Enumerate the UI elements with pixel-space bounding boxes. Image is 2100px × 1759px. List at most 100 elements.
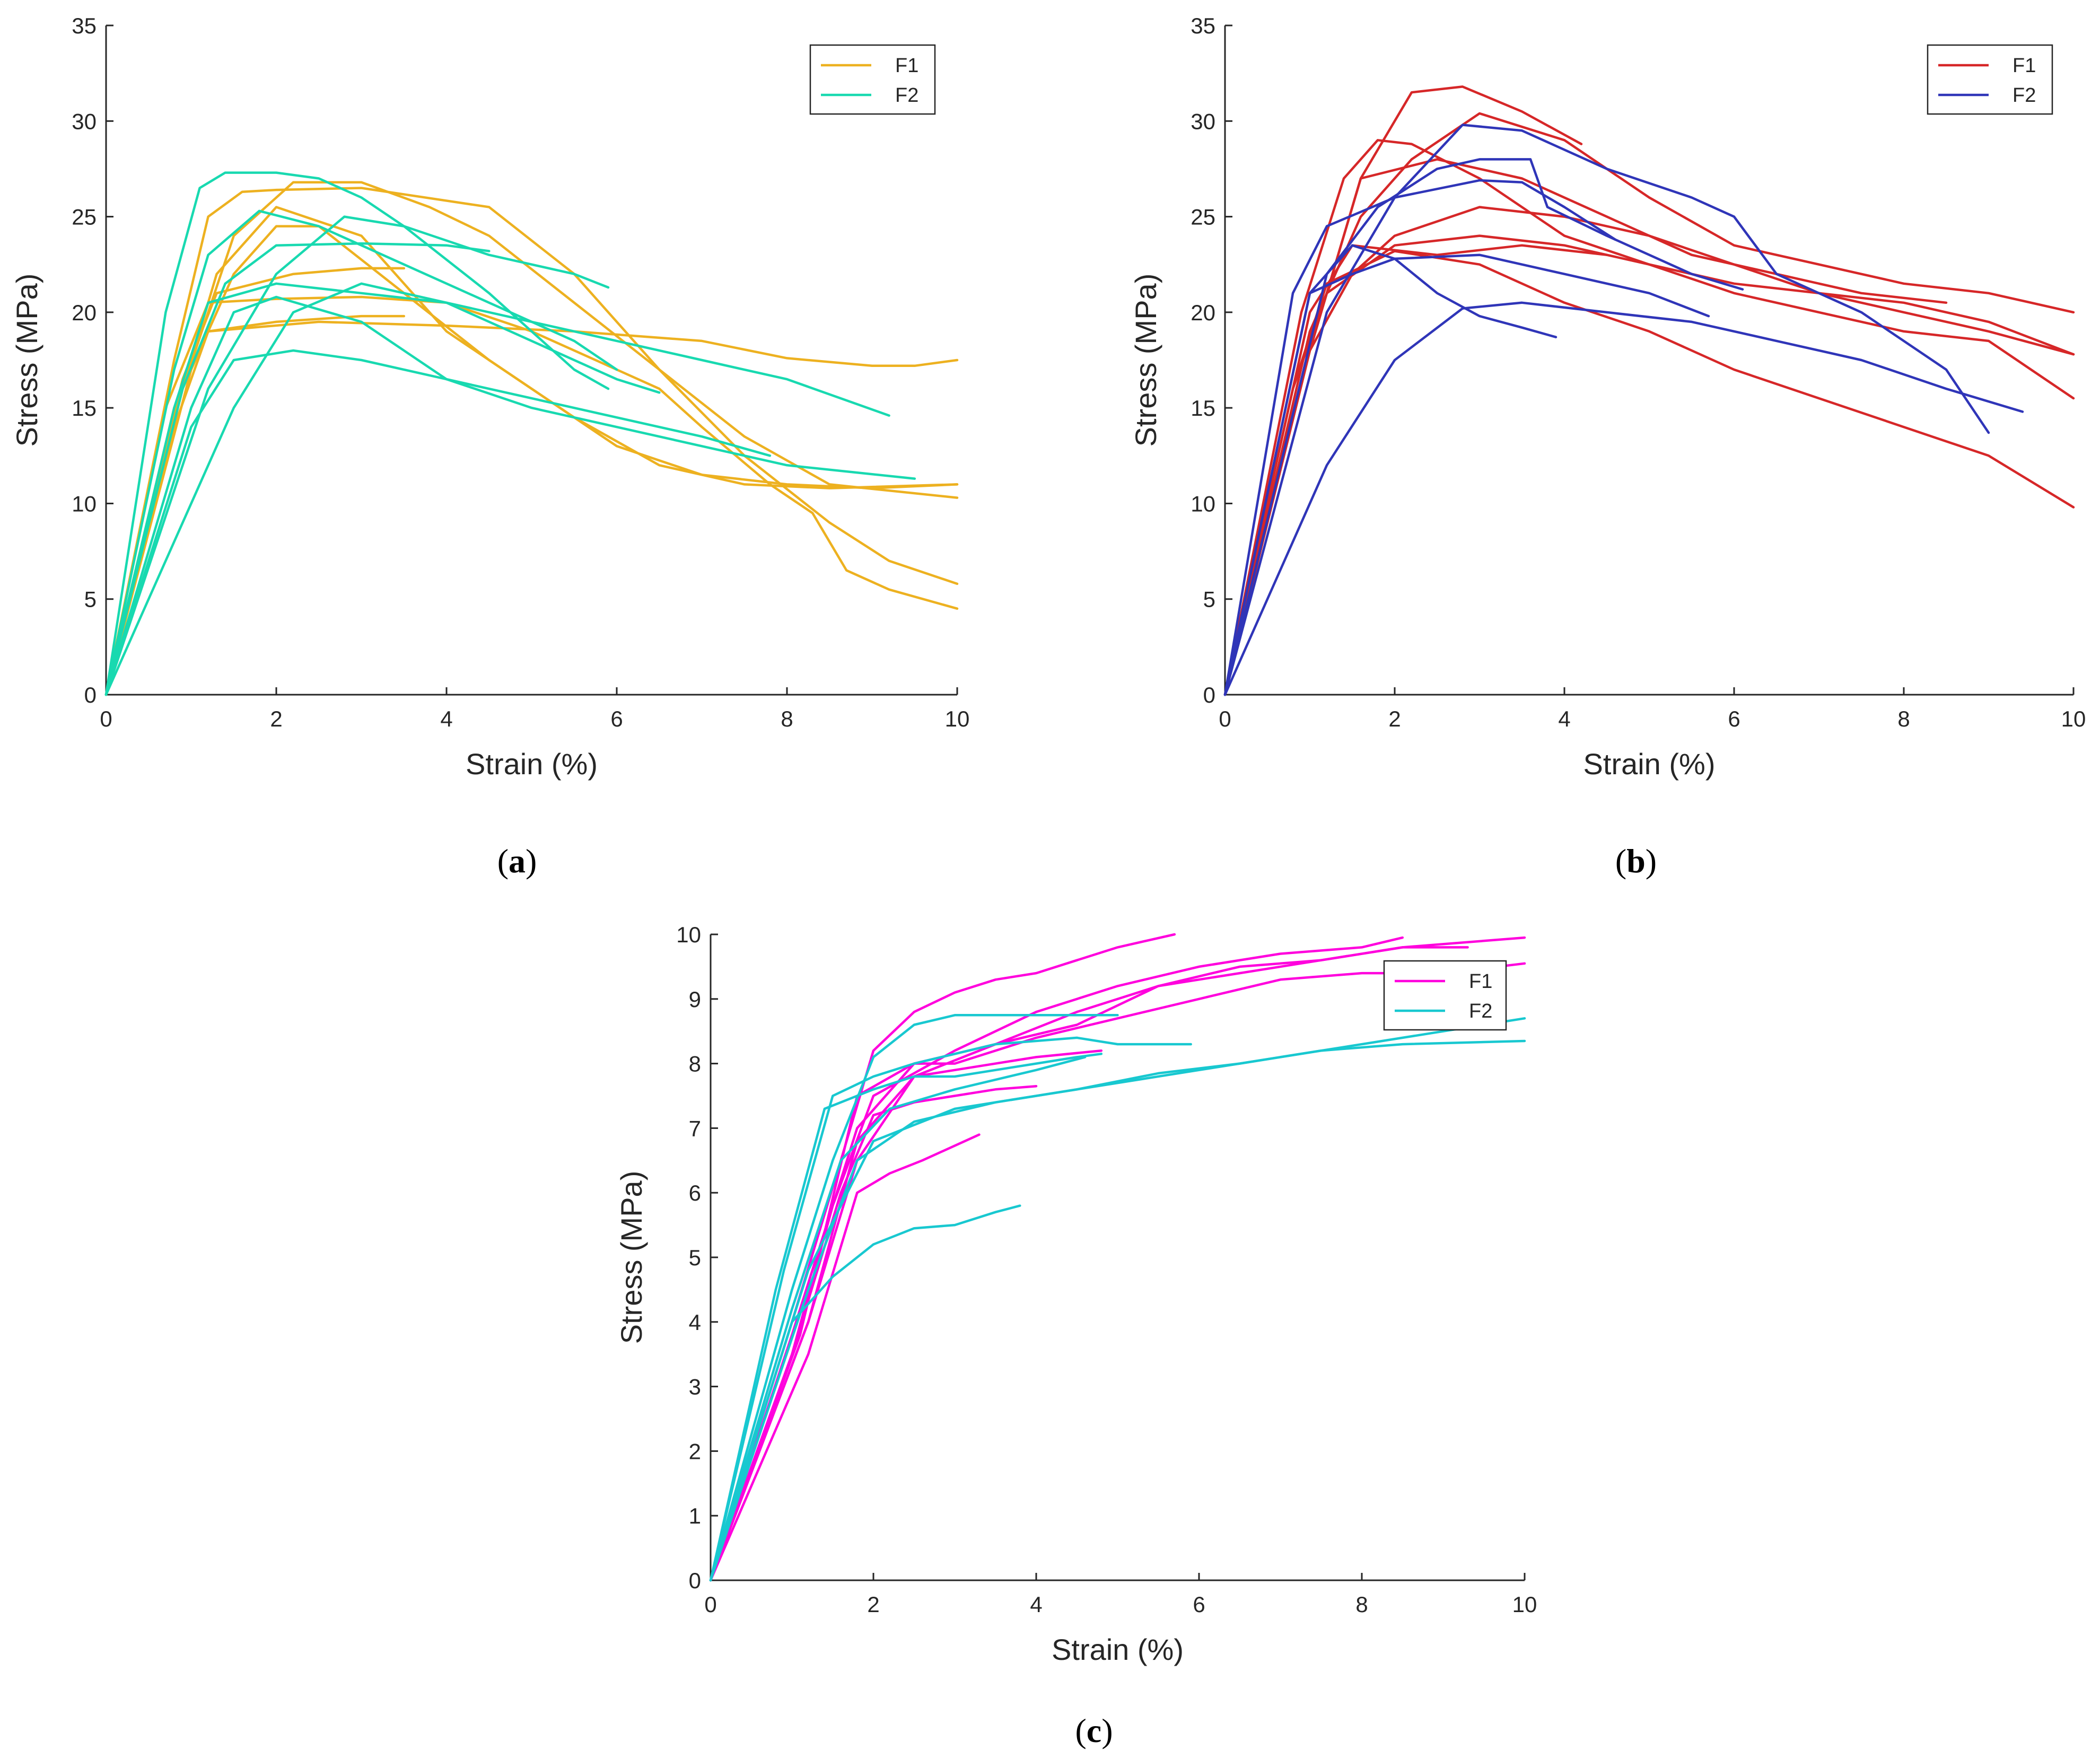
panel-c-x-tick-label: 6 (1193, 1592, 1205, 1617)
panel-b-y-axis-label: Stress (MPa) (1129, 274, 1162, 447)
panel-b-x-axis-label: Strain (%) (1583, 747, 1716, 781)
panel-b-f1-curve-4 (1223, 158, 1948, 696)
panel-c-y-tick-label: 4 (689, 1310, 701, 1335)
panel-c-x-axis-label: Strain (%) (1052, 1633, 1184, 1666)
panel-c-legend-box (1383, 960, 1507, 1031)
panel-c-x-tick-label: 0 (704, 1592, 716, 1617)
panel-a-f1-curve-2 (104, 181, 959, 696)
panel-a-x-tick-label: 10 (945, 706, 970, 731)
panel-a-y-tick-label: 0 (84, 682, 97, 707)
panel-c-y-tick-label: 10 (676, 922, 701, 947)
panel-a-y-tick-label: 10 (72, 491, 97, 516)
panel-c-y-tick-label: 3 (689, 1375, 701, 1399)
panel-b-f1-curve-5 (1223, 234, 2075, 696)
panel-b-legend-box (1927, 44, 2053, 115)
panel-a-y-tick-label: 15 (72, 396, 97, 421)
panel-c-legend-label-1: F1 (1469, 970, 1492, 993)
panel-c-legend-label-2: F2 (1469, 1000, 1492, 1022)
panel-c-x-tick-label: 10 (1512, 1592, 1537, 1617)
panel-b-f1-curve-1 (1223, 139, 2075, 696)
panel-c-y-tick-label: 9 (689, 987, 701, 1012)
caption-b-letter: b (1626, 842, 1646, 880)
panel-b-f2-curve-3 (1223, 179, 1617, 696)
panel-c-f2-curve-5 (709, 1039, 1526, 1582)
panel-b-legend-label-1: F1 (2012, 55, 2036, 77)
panel-a-x-tick-label: 4 (440, 706, 452, 731)
panel-c-y-tick-label: 8 (689, 1052, 701, 1077)
panel-a-f2-curve-6 (104, 349, 772, 696)
panel-b-f1-curve-3 (1223, 112, 2075, 696)
panel-b-f2-curve-2 (1223, 124, 1990, 696)
panel-a-x-tick-label: 0 (100, 706, 112, 731)
panel-a-x-tick-label: 2 (270, 706, 282, 731)
panel-a-x-tick-label: 8 (781, 706, 793, 731)
panel-c-y-tick-label: 6 (689, 1180, 701, 1205)
panel-b-legend-label-2: F2 (2012, 84, 2036, 107)
panel-c-y-tick-label: 5 (689, 1245, 701, 1270)
panel-b-f1-curve-7 (1223, 206, 2075, 696)
panel-c-y-tick-label: 0 (689, 1568, 701, 1593)
panel-a-f1-curve-3 (104, 267, 406, 696)
panel-a-f2-curve-7 (104, 215, 610, 696)
panel-a-f2-curve-8 (104, 242, 491, 696)
panel-b-y-tick-label: 20 (1191, 300, 1215, 325)
panel-b-y-tick-label: 35 (1191, 13, 1215, 38)
panel-a-f1-curve-7 (104, 320, 959, 696)
caption-c-letter: c (1087, 1712, 1101, 1749)
panel-c-f1-curve-5 (709, 1084, 1038, 1582)
panel-c-f2-curve-6 (709, 1017, 1526, 1582)
panel-b-x-tick-label: 2 (1388, 706, 1401, 731)
caption-a-letter: a (509, 842, 526, 880)
panel-c-f2-curve-7 (709, 1056, 1087, 1582)
panel-a-f2-curve-5 (104, 282, 661, 696)
panel-a-f1-curve-6 (104, 295, 959, 696)
panel-c-f2-curve-2 (709, 1036, 1192, 1582)
panel-b-y-tick-label: 0 (1203, 682, 1215, 707)
panel-a-y-axis-label: Stress (MPa) (10, 274, 43, 447)
panel-b-y-tick-label: 15 (1191, 396, 1215, 421)
panel-a-f1-curve-1 (104, 187, 959, 696)
panel-c-x-tick-label: 8 (1355, 1592, 1368, 1617)
panel-c-x-tick-label: 2 (867, 1592, 879, 1617)
panel-b-x-tick-label: 0 (1219, 706, 1231, 731)
panel-a-f2-curve-2 (104, 209, 618, 696)
panel-c-y-tick-label: 7 (689, 1116, 701, 1141)
panel-a-y-tick-label: 35 (72, 13, 97, 38)
panel-c-f1-curve-4 (709, 1133, 981, 1582)
panel-b-f1-curve-8 (1223, 244, 1608, 696)
panel-b-y-tick-label: 5 (1203, 587, 1215, 612)
panel-b-f2-curve-5 (1223, 301, 2024, 696)
panel-b-y-tick-label: 30 (1191, 109, 1215, 134)
caption-c: (c) (1075, 1712, 1113, 1749)
panel-a-f2-curve-1 (104, 171, 610, 696)
panel-b-f2-curve-1 (1223, 158, 1744, 696)
panel-a-legend-box (809, 44, 936, 115)
panel-a-chart: 0 2 4 6 8 10 0 5 10 15 20 25 30 35 Strain (%) Stress (M… (10, 13, 969, 781)
panel-a-y-tick-label: 5 (84, 587, 97, 612)
panel-b-f1-curve-2 (1223, 85, 1583, 696)
panel-c-y-tick-label: 2 (689, 1439, 701, 1464)
panel-c-f2-curve-3 (709, 1014, 1119, 1582)
panel-b-y-tick-label: 10 (1191, 491, 1215, 516)
panel-a-f2-curve-3 (104, 282, 890, 696)
panel-a-y-tick-label: 25 (72, 205, 97, 230)
panel-a-y-tick-label: 20 (72, 300, 97, 325)
panel-b-f2-curve-4 (1223, 244, 1558, 696)
caption-a: (a) (497, 842, 537, 880)
caption-b: (b) (1615, 842, 1657, 880)
panel-a-legend-label-2: F2 (895, 84, 918, 107)
panel-a-x-tick-label: 6 (610, 706, 623, 731)
panel-b-x-tick-label: 6 (1728, 706, 1740, 731)
panel-c-chart: 0 2 4 6 8 10 0 1 2 3 4 5 6 7 8 9 10 Strain (%) Stress (MPa… (615, 922, 1537, 1666)
panel-b-x-tick-label: 4 (1558, 706, 1570, 731)
panel-c-y-axis-label: Stress (MPa) (615, 1171, 648, 1344)
panel-b-x-tick-label: 10 (2061, 706, 2086, 731)
panel-a-x-axis-label: Strain (%) (466, 747, 598, 781)
panel-b-chart: 0 2 4 6 8 10 0 5 10 15 20 25 30 35 Strain (%) Stress (M… (1129, 13, 2086, 781)
panel-b-f2-curve-6 (1223, 253, 1710, 696)
panel-c-y-tick-label: 1 (689, 1503, 701, 1528)
